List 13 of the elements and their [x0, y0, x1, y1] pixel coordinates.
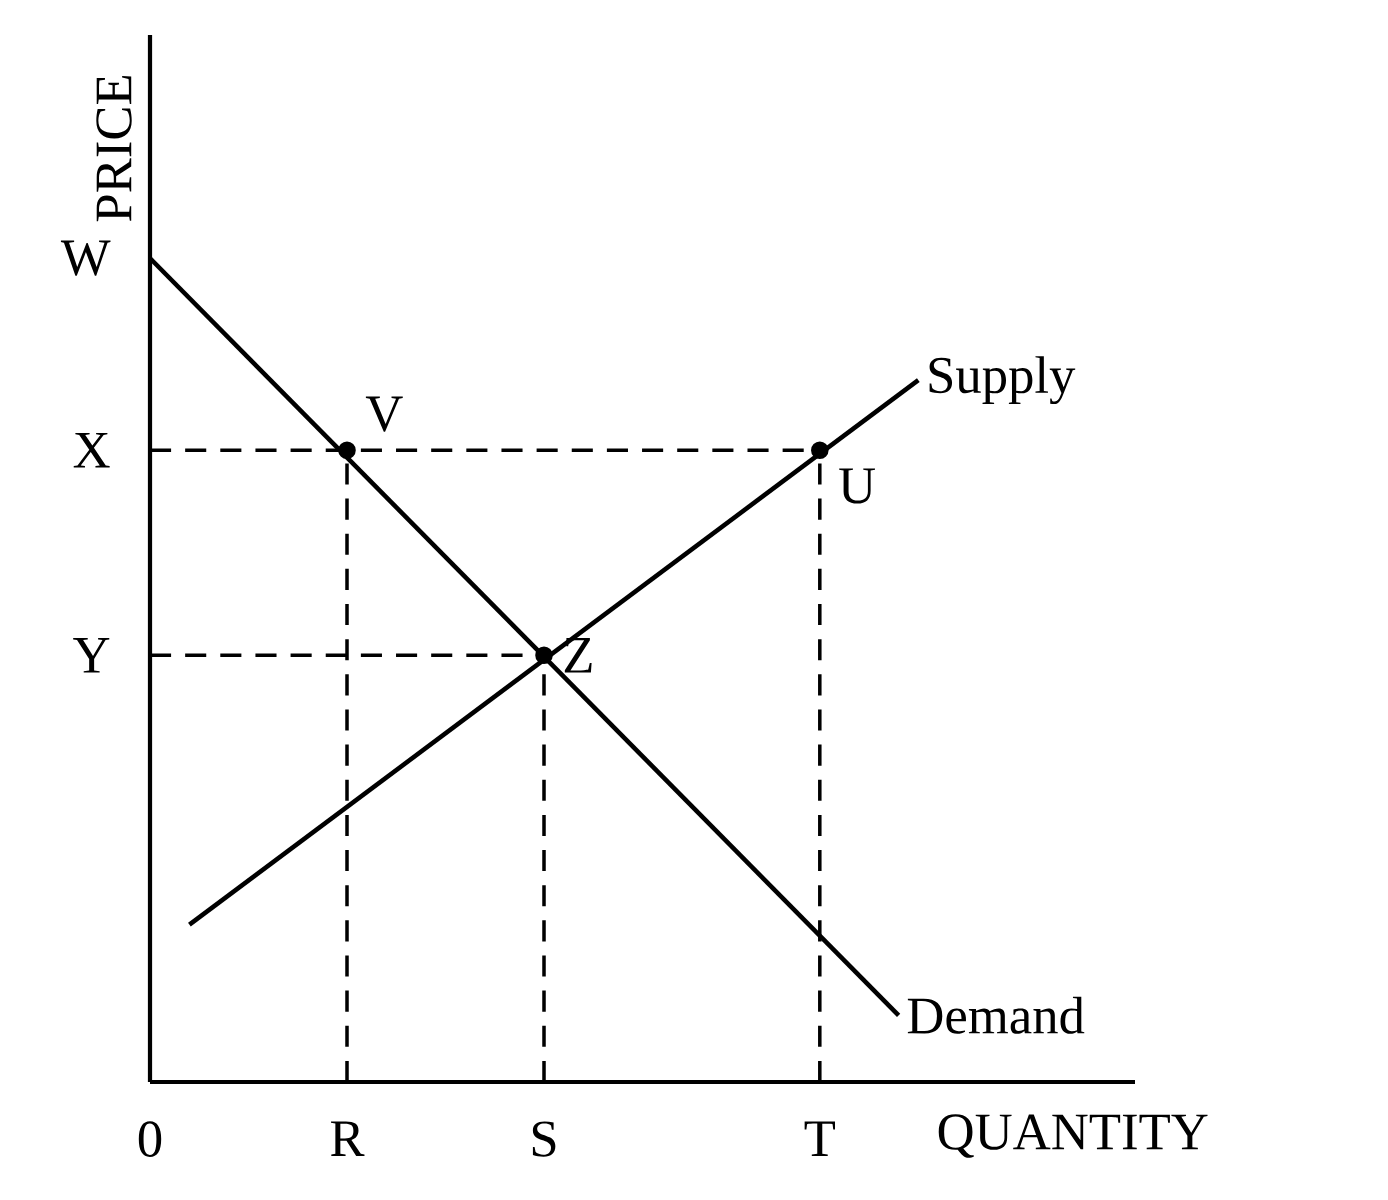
x-tick-label: 0 [138, 1121, 162, 1157]
x-tick-label: R [330, 1121, 365, 1156]
annotation: V [365, 396, 403, 432]
series-label: Supply [929, 356, 1076, 405]
x-axis-title: QUANTITY [938, 1114, 1208, 1158]
y-axis-title: PRICE [96, 75, 132, 222]
annotation: X [73, 432, 110, 468]
annotation: W [60, 240, 111, 276]
x-tick-label: S [532, 1121, 556, 1157]
annotation: Y [73, 638, 110, 673]
series-label: Demand [907, 996, 1085, 1034]
x-tick-label: T [804, 1121, 836, 1156]
annotation: U [839, 468, 876, 504]
